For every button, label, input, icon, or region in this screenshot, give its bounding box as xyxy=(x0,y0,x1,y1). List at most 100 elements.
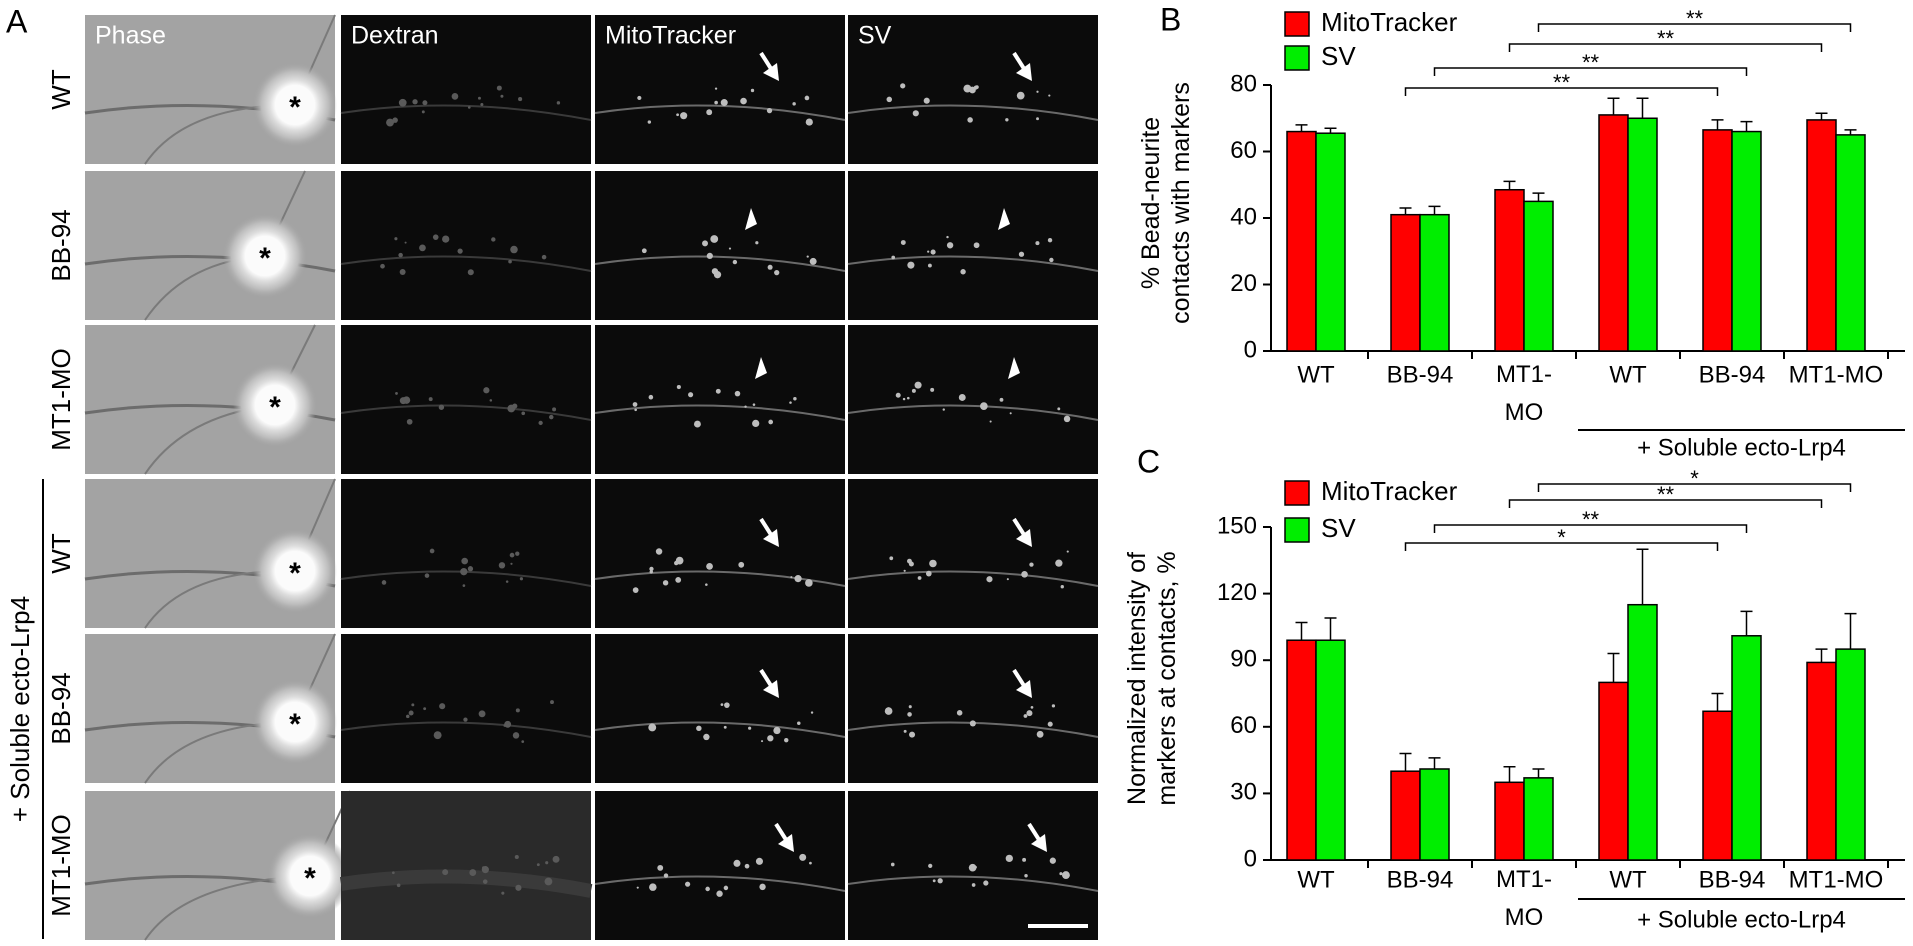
panel-letter: B xyxy=(1160,1,1181,37)
x-tick-label: MT1-MO xyxy=(1789,866,1884,893)
puncta xyxy=(1022,857,1027,862)
y-axis-title: % Bead-neuritecontacts with markers xyxy=(1137,82,1195,324)
puncta xyxy=(794,575,802,583)
puncta xyxy=(480,102,484,107)
puncta xyxy=(900,83,906,89)
arrowhead xyxy=(755,357,767,379)
puncta xyxy=(1060,585,1064,589)
puncta xyxy=(544,877,553,886)
puncta xyxy=(421,110,425,114)
puncta xyxy=(396,883,401,888)
arrow-head xyxy=(778,834,794,852)
puncta xyxy=(550,700,554,705)
error-bar xyxy=(1295,124,1308,132)
puncta xyxy=(655,548,663,555)
puncta xyxy=(811,260,815,264)
puncta xyxy=(648,723,657,732)
x-tick-label: WT xyxy=(1297,866,1335,893)
puncta xyxy=(768,419,774,425)
puncta xyxy=(744,863,750,869)
puncta xyxy=(451,93,459,100)
puncta xyxy=(693,420,701,428)
bead xyxy=(245,236,285,276)
fluorescence-background xyxy=(341,634,591,783)
x-tick-label: BB-94 xyxy=(1387,361,1454,388)
legend-label: SV xyxy=(1321,513,1356,543)
neurite-signal xyxy=(340,721,592,738)
puncta xyxy=(696,725,702,732)
micrograph xyxy=(340,325,592,474)
bead-marker: * xyxy=(289,708,301,741)
puncta xyxy=(512,732,520,739)
puncta xyxy=(478,96,481,100)
significance-label: ** xyxy=(1553,70,1571,95)
row-label: WT xyxy=(46,533,76,574)
puncta xyxy=(1035,241,1040,246)
significance-bracket xyxy=(1508,499,1823,508)
puncta xyxy=(1047,721,1053,727)
puncta xyxy=(501,891,505,895)
significance-label: ** xyxy=(1686,6,1704,31)
puncta xyxy=(463,717,468,722)
puncta xyxy=(805,118,813,126)
error-bar xyxy=(1503,766,1516,783)
puncta xyxy=(908,561,914,567)
error-bar xyxy=(1399,752,1412,772)
puncta xyxy=(657,864,664,871)
micrograph xyxy=(340,171,592,320)
puncta xyxy=(432,234,439,240)
puncta xyxy=(810,711,814,714)
puncta xyxy=(720,703,724,707)
error-bar xyxy=(1815,112,1828,120)
puncta xyxy=(634,408,637,412)
puncta xyxy=(433,731,442,740)
column-header: Dextran xyxy=(351,22,439,50)
puncta xyxy=(1036,90,1039,93)
puncta xyxy=(927,263,932,268)
neurite-signal xyxy=(594,570,846,587)
puncta xyxy=(907,712,912,717)
puncta xyxy=(767,735,774,742)
bead xyxy=(275,85,315,125)
puncta xyxy=(394,237,398,241)
puncta xyxy=(890,862,895,867)
puncta xyxy=(884,707,893,715)
puncta xyxy=(912,110,919,117)
arrow-head xyxy=(763,529,779,547)
error-bar xyxy=(1711,119,1724,130)
fluorescence-background xyxy=(341,791,591,940)
puncta xyxy=(929,559,937,568)
y-tick-label: 60 xyxy=(1230,137,1257,164)
puncta xyxy=(1036,117,1039,121)
significance-bracket xyxy=(1404,87,1719,96)
puncta xyxy=(536,863,540,867)
puncta xyxy=(423,707,427,711)
puncta xyxy=(404,241,407,244)
puncta xyxy=(395,392,398,395)
puncta xyxy=(510,562,513,565)
puncta xyxy=(914,381,922,389)
x-tick-label: WT xyxy=(1609,361,1647,388)
error-bar xyxy=(1711,692,1724,712)
puncta xyxy=(688,392,694,398)
puncta xyxy=(508,259,512,264)
puncta xyxy=(510,245,518,254)
puncta xyxy=(714,87,718,90)
row-label: MT1-MO xyxy=(46,348,76,451)
x-tick-label: MT1-MO xyxy=(1789,361,1884,388)
puncta xyxy=(974,866,977,869)
puncta xyxy=(752,419,760,428)
puncta xyxy=(402,396,411,404)
y-tick-label: 60 xyxy=(1230,712,1257,739)
micrograph: * xyxy=(84,633,337,784)
neurite-signal xyxy=(594,255,846,272)
bar xyxy=(1419,213,1450,352)
puncta xyxy=(710,235,719,243)
arrowhead xyxy=(745,208,757,230)
puncta xyxy=(552,407,557,412)
arrow-head xyxy=(1016,680,1032,698)
puncta xyxy=(491,237,496,242)
group-label: + Soluble ecto-Lrp4 xyxy=(5,596,35,822)
puncta xyxy=(917,576,922,580)
puncta xyxy=(900,240,906,245)
